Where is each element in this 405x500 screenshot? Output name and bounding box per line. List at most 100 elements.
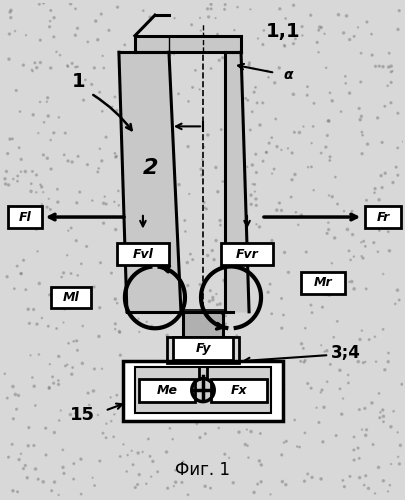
Point [209,294,215,302]
Point [358,131,365,139]
Point [326,153,333,161]
Point [204,5,210,13]
Point [344,371,350,379]
Point [47,136,54,144]
Point [224,297,230,305]
Point [248,250,254,258]
Point [140,130,146,138]
Point [97,258,103,266]
Point [51,478,58,486]
Point [17,108,23,116]
Point [88,80,95,88]
Point [392,163,399,171]
Point [69,60,75,68]
Point [328,259,334,267]
Point [154,89,160,97]
Point [108,417,114,425]
Point [328,97,335,105]
Point [243,163,250,171]
Point [374,248,380,256]
Point [336,366,342,374]
Point [147,184,154,192]
Point [145,158,151,166]
Point [10,382,16,390]
Point [264,74,271,82]
Point [256,430,263,438]
Point [158,66,165,74]
Point [290,90,296,98]
Point [395,6,401,14]
Point [83,242,90,250]
Point [103,200,109,208]
Point [172,478,179,486]
Point [100,429,106,437]
Point [371,62,378,70]
Point [117,60,124,68]
Point [355,454,362,462]
Point [37,181,44,189]
Point [99,108,105,116]
Point [64,251,70,259]
Point [228,168,234,175]
Point [212,341,219,349]
Point [318,303,325,311]
Point [149,458,156,466]
Point [76,188,83,196]
Point [74,62,81,70]
Point [149,144,156,152]
Point [356,474,362,482]
Point [293,442,300,450]
Point [108,269,114,277]
Point [250,488,257,496]
Point [302,248,309,256]
Point [350,456,356,464]
Polygon shape [134,36,241,52]
Point [113,391,120,399]
Point [209,246,215,254]
Point [28,188,34,196]
Point [164,206,171,214]
Point [72,5,79,13]
Point [134,480,141,488]
Point [348,207,354,215]
Point [338,410,344,418]
Point [370,238,376,246]
Point [335,10,341,18]
Point [368,51,375,59]
Point [78,260,84,268]
Point [26,424,32,432]
Point [200,198,207,206]
Point [254,34,261,42]
Point [149,112,156,120]
Point [37,36,43,44]
Point [128,447,135,455]
Point [253,220,259,228]
Point [64,62,70,70]
Point [29,168,36,175]
Point [198,171,205,179]
Point [307,384,313,392]
Point [250,88,257,96]
Point [219,384,225,392]
Point [62,284,68,292]
Point [113,152,119,160]
Point [317,475,324,483]
Point [130,404,136,412]
Point [256,223,262,231]
Point [254,480,260,488]
Point [183,328,189,336]
Point [359,358,366,366]
Point [14,177,21,185]
Point [124,98,130,106]
Point [253,99,260,107]
Point [322,291,329,299]
Point [358,128,364,136]
Point [64,360,70,368]
Point [181,297,188,305]
Point [394,171,400,179]
Point [175,90,181,98]
Point [149,72,156,80]
Point [54,185,60,193]
Point [265,139,272,147]
Point [49,373,55,381]
